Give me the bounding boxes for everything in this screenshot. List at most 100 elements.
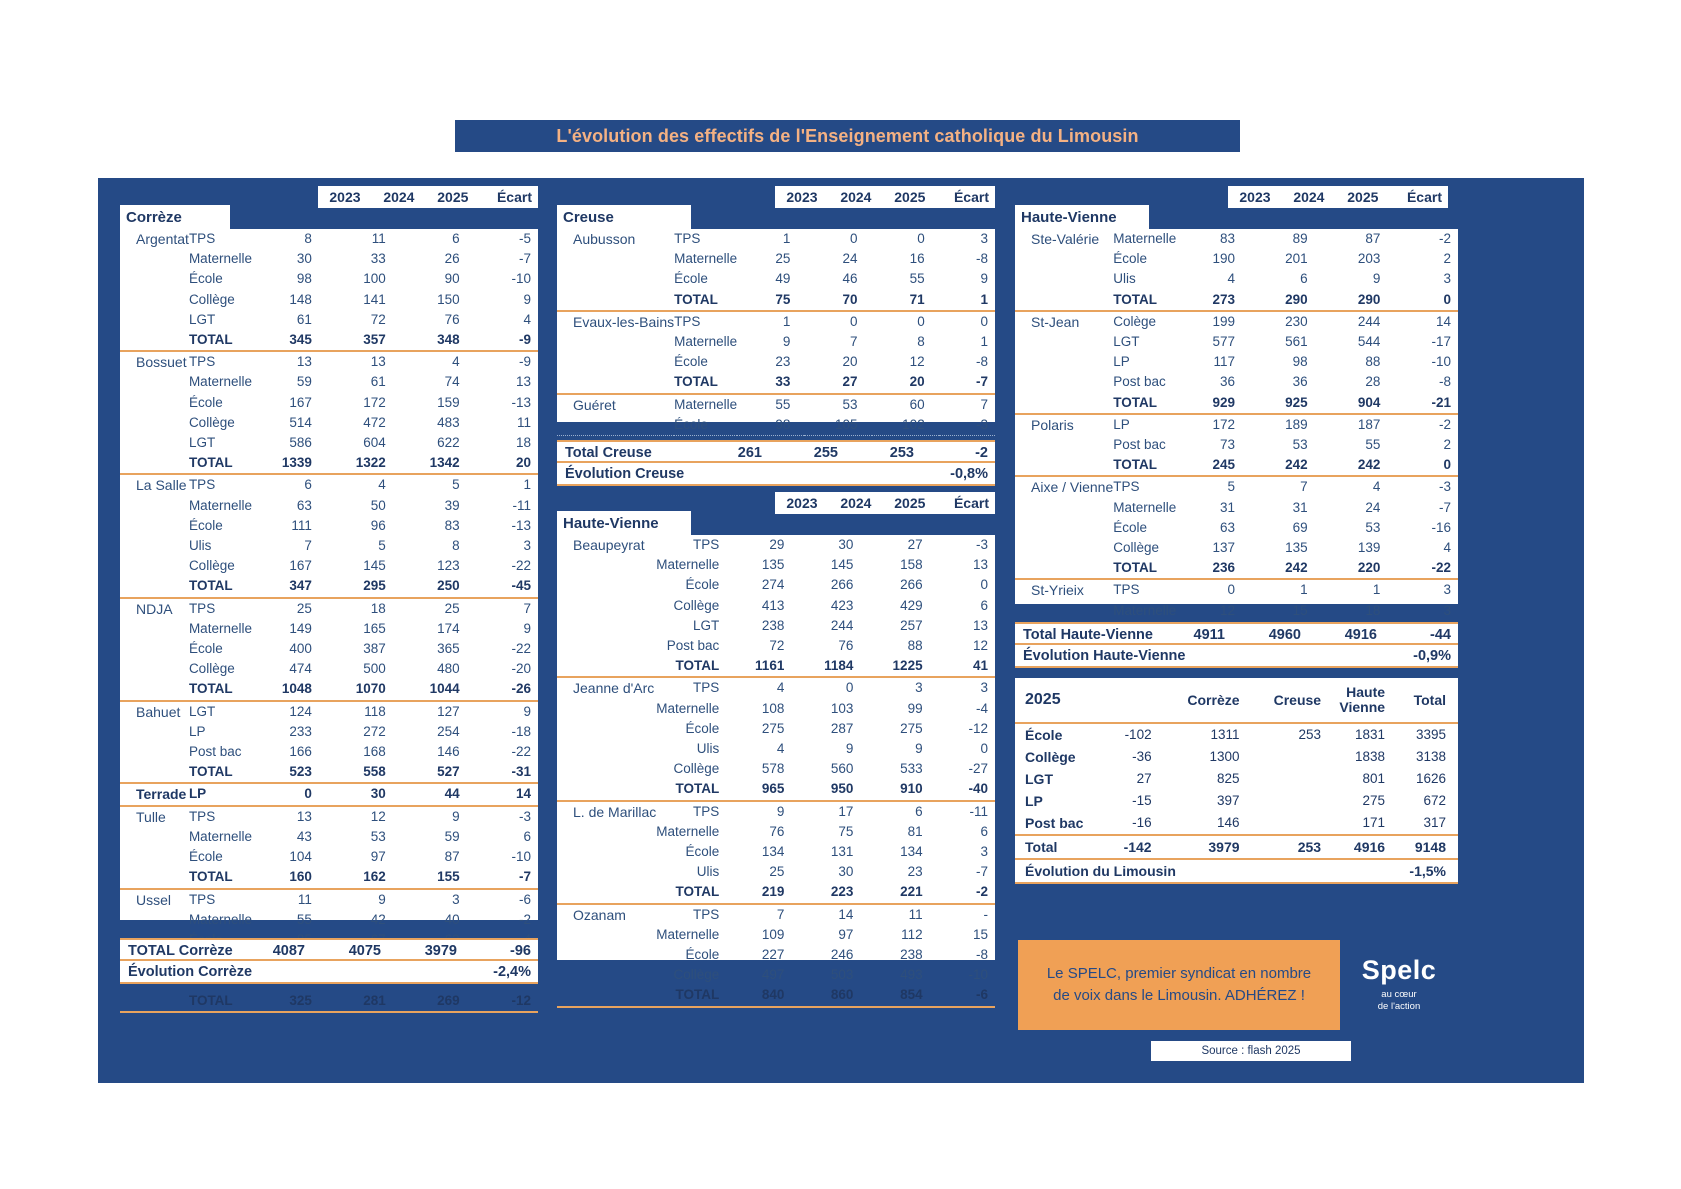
value-2025: 6 [915, 803, 923, 819]
value-ecart: 6 [523, 828, 531, 844]
value-ecart: 13 [972, 557, 988, 573]
correze-table-panel: Argentat TPS 8 11 6 -5 Maternelle 30 33 26 -7 École… [120, 229, 538, 1013]
correze-column-headers: 2023 2024 2025 Écart [318, 186, 538, 208]
category-label: Maternelle [656, 557, 720, 573]
value-2024: 1 [1300, 582, 1308, 598]
value-ecart: -40 [936, 779, 995, 802]
category-label: Post bac [188, 744, 242, 760]
value-2025: 622 [437, 435, 460, 451]
recap-row-label: Post bac [1025, 815, 1084, 831]
value-2023: 965 [729, 779, 799, 802]
category-label: École [1113, 519, 1148, 535]
section-haute-vienne-right-label: Haute-Vienne [1021, 208, 1117, 226]
value-2024: 36 [1292, 374, 1308, 390]
school-name [557, 596, 656, 616]
value-2024: 295 [325, 576, 400, 599]
category-label: TOTAL [1113, 455, 1177, 478]
page-title-banner: L'évolution des effectifs de l'Enseignem… [455, 120, 1240, 152]
value-2025: 429 [900, 597, 923, 613]
category-label: Post bac [1113, 374, 1166, 390]
value-2025: 3 [915, 680, 923, 696]
school-name: Ozanam [573, 906, 626, 923]
value-2023: 104 [289, 849, 312, 865]
value-2024: 242 [1248, 558, 1322, 581]
category-label: École [1113, 251, 1148, 267]
value-2025: 44 [399, 783, 474, 807]
creuse-column-headers: 2023 2024 2025 Écart [775, 186, 995, 208]
header-2024: 2024 [1293, 189, 1325, 205]
page-title: L'évolution des effectifs de l'Enseignem… [556, 125, 1139, 146]
table-row: École 104 97 87 -10 [120, 847, 538, 867]
value-2024: 500 [363, 661, 386, 677]
school-name [1015, 249, 1113, 269]
recap-year: 2025 [1015, 678, 1109, 724]
school-name [1015, 392, 1114, 415]
value-2024: 1070 [325, 679, 400, 702]
value-2025: 127 [437, 703, 460, 719]
recap-header-row: 2025 Corrèze Creuse Haute Vienne Total [1015, 678, 1458, 724]
value-2025: 9 [915, 741, 923, 757]
category-label: TPS [674, 231, 701, 246]
table-row: LGT 238 244 257 13 [557, 616, 995, 636]
table-row: Maternelle 25 24 16 -8 [557, 249, 995, 269]
value-2023: 13 [296, 808, 312, 824]
value-2024: 89 [1292, 231, 1308, 246]
table-row: TOTAL 273 290 290 0 [1015, 289, 1458, 312]
header-2024: 2024 [383, 189, 415, 205]
value-2024: 18 [370, 600, 386, 616]
value-2023: 167 [289, 394, 312, 410]
value-2024: 189 [1285, 416, 1308, 432]
table-row: Bahuet LGT 124 118 127 9 [120, 701, 538, 722]
value-2025: 8 [452, 538, 460, 554]
category-label: LP [188, 723, 206, 739]
value-2025: 1044 [399, 679, 474, 702]
table-row: Collège 497 503 493 -10 [557, 965, 995, 985]
value-2024: 165 [363, 620, 386, 636]
category-label: Maternelle [188, 497, 252, 513]
creuse-total-2025: 253 [889, 444, 914, 461]
category-label: Ulis [696, 864, 720, 880]
recap-total-total: 9148 [1397, 834, 1458, 860]
value-2024: 290 [1248, 289, 1322, 312]
value-2023: 6 [304, 477, 312, 493]
value-2024: 15 [1292, 602, 1308, 618]
value-2025: 81 [907, 823, 923, 839]
value-2024: 266 [830, 577, 854, 593]
category-label: Post bac [666, 638, 720, 654]
hv-total-label: Total Haute-Vienne [1023, 626, 1153, 643]
value-2023: 190 [1212, 251, 1235, 267]
school-name: Guéret [573, 396, 616, 413]
promo-line-2: de voix dans le Limousin. ADHÉREZ ! [1053, 987, 1305, 1004]
school-name [557, 249, 674, 269]
value-2023: 523 [251, 762, 326, 785]
value-ecart: 2 [1443, 437, 1451, 453]
category-label: École [188, 517, 223, 533]
value-2024: 131 [830, 844, 854, 860]
value-2025: 102 [871, 414, 939, 437]
value-2024: 230 [1285, 313, 1308, 329]
recap-row-delta: 27 [1136, 771, 1152, 786]
value-2024: 75 [838, 823, 854, 839]
table-row: TOTAL 347 295 250 -45 [120, 576, 538, 599]
category-label: LGT [188, 703, 216, 719]
value-2023: 4 [1227, 271, 1235, 287]
table-row: NDJA TPS 25 18 25 7 [120, 598, 538, 619]
value-2024: 503 [830, 967, 854, 983]
category-label: TOTAL [188, 330, 252, 353]
table-row: Collège 148 141 150 9 [120, 290, 538, 310]
value-2023: 83 [1219, 231, 1235, 246]
value-ecart: 12 [972, 638, 988, 654]
value-2023: 1048 [251, 679, 326, 702]
table-row: Maternelle 30 33 26 -7 [120, 249, 538, 269]
category-label: LGT [188, 311, 216, 327]
value-2024: 242 [1248, 455, 1322, 478]
value-2024: 7 [1300, 479, 1308, 495]
school-name [120, 290, 189, 310]
table-row: Jeanne d'Arc TPS 4 0 3 3 [557, 677, 995, 698]
header-2023: 2023 [1239, 189, 1271, 205]
category-label: École [188, 849, 223, 865]
recap-row-label: Collège [1025, 749, 1076, 765]
school-name: Bossuet [136, 354, 187, 371]
school-name: Polaris [1031, 416, 1074, 433]
table-row: LGT 61 72 76 4 [120, 310, 538, 330]
